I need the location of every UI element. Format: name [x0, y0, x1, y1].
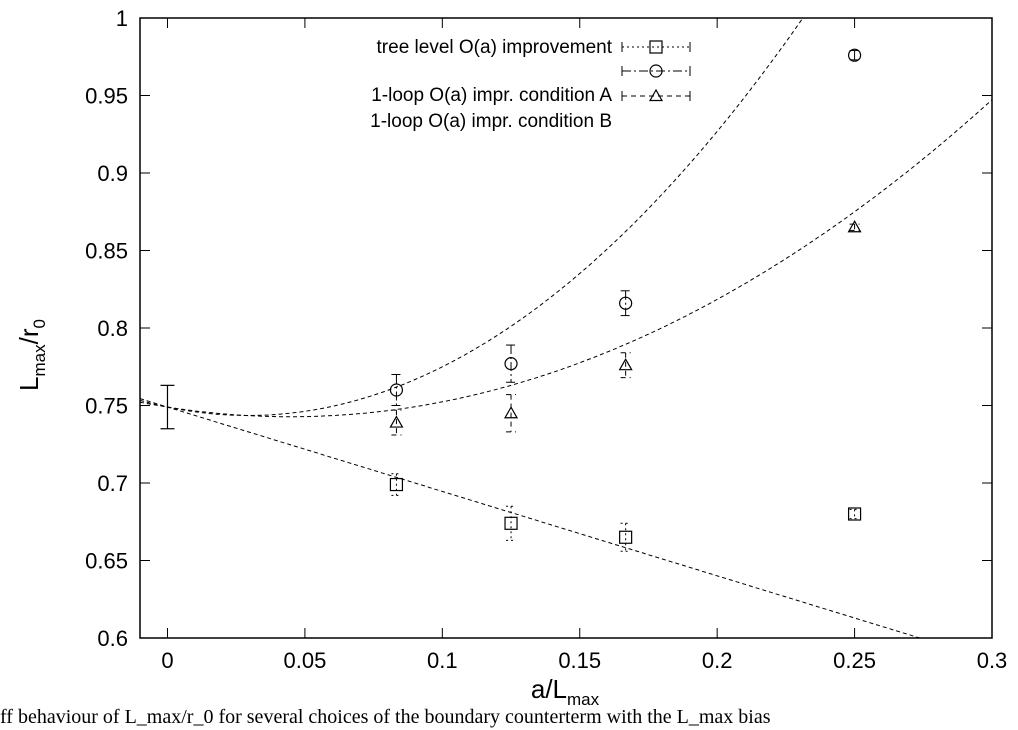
point-condition-a-0	[389, 383, 404, 397]
errorbar-condition-a-0	[391, 374, 402, 406]
axis-ticks: 0 0.05 0.1 0.15 0.2 0.25 0.3 0.6 0.65 0.7 0.75 0.8 0…	[85, 6, 1007, 673]
errorbar-condition-a-2	[620, 290, 631, 317]
point-condition-a-2	[619, 296, 633, 310]
legend-marker-condition-b	[648, 88, 664, 102]
y-tick-label: 0.85	[85, 239, 128, 264]
x-tick-label: 0.3	[977, 648, 1008, 673]
y-tick-label: 0.8	[97, 316, 128, 341]
point-condition-a-1	[504, 357, 518, 371]
x-tick-label: 0.1	[427, 648, 458, 673]
legend-sample-condition-a	[621, 64, 691, 78]
point-condition-b-1	[503, 406, 519, 419]
errorbar-tree-level-2	[620, 522, 631, 552]
errorbar-condition-b-0	[391, 409, 402, 436]
legend-sample-tree-level	[621, 40, 691, 54]
point-condition-b-2	[618, 357, 633, 371]
legend-marker-tree-level	[649, 40, 663, 54]
data-marks	[160, 48, 862, 552]
legend-label-tree-level: tree level O(a) improvement	[377, 37, 613, 58]
x-axis-title: a/Lmax	[531, 674, 600, 706]
point-tree-level-2	[619, 530, 633, 544]
errorbar-condition-a-3	[849, 50, 860, 61]
errorbar-condition-a-1	[506, 344, 517, 383]
y-tick-label: 0.75	[85, 394, 128, 419]
y-tick-label: 0.6	[97, 626, 128, 651]
legend: tree level O(a) improvement 1-loop O(a) …	[370, 37, 691, 132]
x-tick-label: 0.25	[833, 648, 876, 673]
y-axis-title: Lmax/r0	[14, 319, 49, 391]
errorbar-tree-level-1	[506, 505, 517, 541]
y-tick-label: 0.9	[97, 161, 128, 186]
legend-label-condition-b: 1-loop O(a) impr. condition B	[370, 111, 612, 132]
errorbar-tree-level-0	[391, 473, 402, 496]
errorbar-condition-b-1	[506, 394, 517, 433]
y-tick-label: 0.95	[85, 84, 128, 109]
errorbar-tree-level-3	[849, 508, 860, 520]
point-tree-level-3	[847, 507, 862, 521]
y-tick-label: 0.7	[97, 471, 128, 496]
point-tree-level-0	[389, 477, 404, 492]
legend-sample-condition-b	[621, 88, 691, 102]
point-condition-a-3	[847, 48, 862, 62]
x-tick-label: 0.2	[702, 648, 733, 673]
fit-curve-condition-a	[140, 18, 804, 416]
x-tick-label: 0	[161, 648, 173, 673]
point-tree-level-1	[504, 516, 518, 530]
continuum-point	[160, 384, 175, 430]
x-tick-label: 0.05	[283, 648, 326, 673]
errorbar-condition-b-2	[620, 352, 631, 379]
y-tick-label: 0.65	[85, 549, 128, 574]
chart: 0 0.05 0.1 0.15 0.2 0.25 0.3 0.6 0.65 0.7 0.75 0.8 0…	[14, 6, 1007, 706]
point-condition-b-0	[389, 415, 404, 428]
point-condition-b-3	[847, 220, 862, 233]
fit-curve-tree-level	[140, 398, 922, 638]
fit-curve-condition-b	[140, 99, 992, 418]
legend-label-condition-a: 1-loop O(a) impr. condition A	[371, 85, 612, 106]
errorbar-condition-b-3	[849, 223, 860, 231]
x-tick-label: 0.15	[558, 648, 601, 673]
legend-marker-condition-a	[649, 64, 663, 78]
fit-curves	[140, 18, 992, 638]
y-tick-label: 1	[116, 6, 128, 31]
figure-caption: ff behaviour of L_max/r_0 for several ch…	[0, 706, 771, 728]
